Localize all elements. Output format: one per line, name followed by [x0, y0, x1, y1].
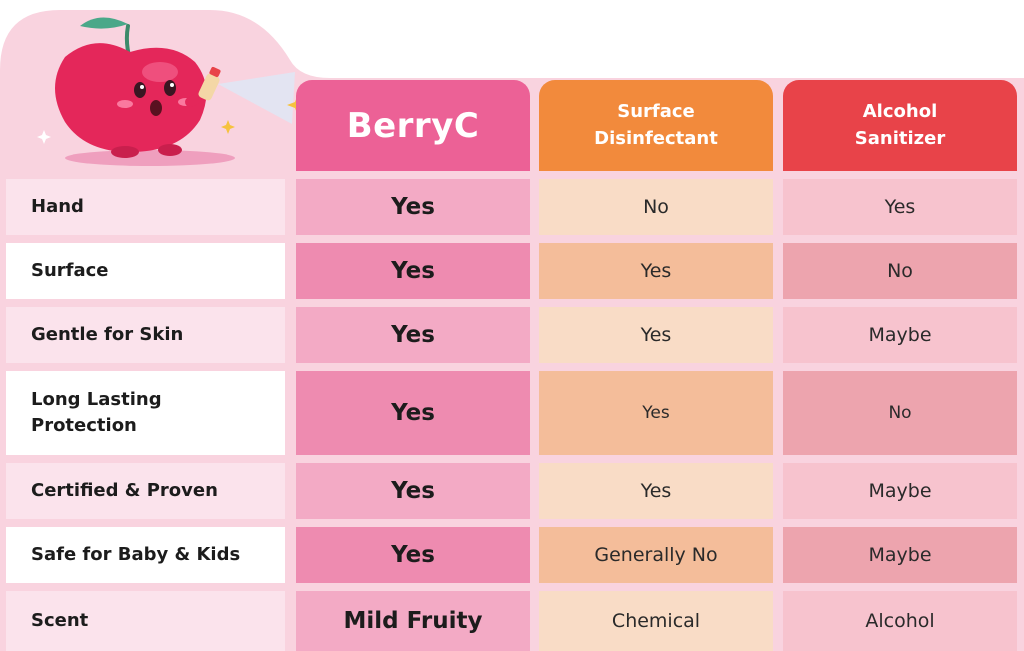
row-label-long-lasting-protection: Long Lasting Protection: [6, 371, 285, 455]
berryc-cell: Yes: [296, 179, 530, 235]
surface-value: Yes: [640, 260, 672, 282]
berryc-cell: Yes: [296, 371, 530, 455]
berryc-value: Yes: [391, 478, 435, 504]
surface-cell: Yes: [539, 463, 773, 519]
row-label-scent: Scent: [6, 591, 285, 651]
surface-disinfectant-column-header: Surface Disinfectant: [539, 80, 773, 171]
row-label-text: Safe for Baby & Kids: [31, 543, 241, 565]
row-label-text: Gentle for Skin: [31, 323, 184, 345]
berryc-cell: Yes: [296, 243, 530, 299]
alcohol-header-line2: Sanitizer: [854, 127, 946, 149]
row-label-surface: Surface: [6, 243, 285, 299]
berryc-value: Yes: [391, 258, 435, 284]
row-label-hand: Hand: [6, 179, 285, 235]
berryc-cell: Yes: [296, 463, 530, 519]
surface-value: No: [643, 196, 669, 218]
berryc-value: Yes: [391, 322, 435, 348]
alcohol-value: No: [888, 403, 912, 423]
berryc-cell: Mild Fruity: [296, 591, 530, 651]
surface-value: Yes: [640, 480, 672, 502]
berryc-value: Yes: [391, 542, 435, 568]
alcohol-value: Maybe: [868, 544, 932, 566]
row-label-gentle-for-skin: Gentle for Skin: [6, 307, 285, 363]
berryc-column-header: BerryC: [296, 80, 530, 171]
berryc-cell: Yes: [296, 307, 530, 363]
alcohol-cell: Yes: [783, 179, 1017, 235]
alcohol-value: Alcohol: [865, 610, 935, 632]
alcohol-cell: No: [783, 243, 1017, 299]
surface-header-line2: Disinfectant: [594, 127, 718, 149]
alcohol-value: Maybe: [868, 324, 932, 346]
alcohol-cell: No: [783, 371, 1017, 455]
surface-cell: Yes: [539, 243, 773, 299]
alcohol-sanitizer-column-header: Alcohol Sanitizer: [783, 80, 1017, 171]
surface-value: Yes: [640, 324, 672, 346]
berryc-value: Mild Fruity: [343, 608, 483, 634]
row-label-text: Hand: [31, 195, 84, 217]
row-label-certified-proven: Certified & Proven: [6, 463, 285, 519]
surface-cell: Generally No: [539, 527, 773, 583]
surface-value: Generally No: [594, 544, 718, 566]
berryc-header-label: BerryC: [346, 105, 480, 146]
surface-cell: Yes: [539, 307, 773, 363]
row-label-text: Certified & Proven: [31, 479, 218, 501]
alcohol-value: No: [887, 260, 913, 282]
row-label-line2: Protection: [31, 415, 137, 436]
alcohol-cell: Maybe: [783, 307, 1017, 363]
surface-cell: Yes: [539, 371, 773, 455]
surface-value: Chemical: [611, 610, 701, 632]
surface-header-line1: Surface: [617, 101, 695, 123]
berryc-cell: Yes: [296, 527, 530, 583]
row-label-text: Surface: [31, 259, 109, 281]
alcohol-cell: Alcohol: [783, 591, 1017, 651]
row-label-text: Scent: [31, 609, 89, 631]
surface-cell: No: [539, 179, 773, 235]
surface-cell: Chemical: [539, 591, 773, 651]
alcohol-cell: Maybe: [783, 527, 1017, 583]
surface-value: Yes: [642, 403, 670, 423]
row-label-line1: Long Lasting: [31, 388, 162, 410]
berryc-value: Yes: [391, 400, 435, 426]
row-label-safe-for-baby-kids: Safe for Baby & Kids: [6, 527, 285, 583]
berryc-value: Yes: [391, 194, 435, 220]
cherry-mascot-icon: [37, 17, 309, 166]
alcohol-cell: Maybe: [783, 463, 1017, 519]
alcohol-value: Maybe: [868, 480, 932, 502]
alcohol-header-line1: Alcohol: [862, 101, 938, 123]
alcohol-value: Yes: [884, 196, 916, 218]
